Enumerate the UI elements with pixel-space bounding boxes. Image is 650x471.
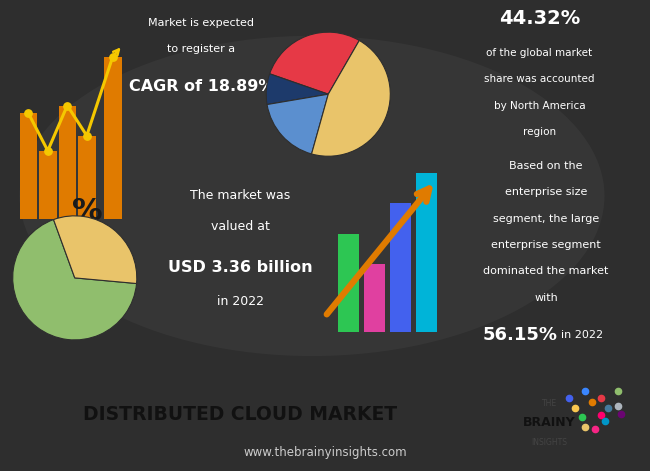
Wedge shape [53, 216, 136, 284]
Text: to register a: to register a [168, 44, 235, 54]
Text: 56.15%: 56.15% [482, 326, 558, 344]
Text: USD 3.36 billion: USD 3.36 billion [168, 260, 313, 275]
Text: CAGR of 18.89%: CAGR of 18.89% [129, 79, 274, 94]
Text: dominated the market: dominated the market [484, 266, 608, 276]
Text: valued at: valued at [211, 219, 270, 233]
Ellipse shape [20, 36, 604, 356]
Bar [20, 113, 37, 219]
Text: Market is expected: Market is expected [148, 17, 255, 28]
Wedge shape [13, 219, 136, 340]
Text: The market was: The market was [190, 189, 291, 203]
Point [82, 132, 92, 139]
Text: by North America: by North America [494, 100, 585, 111]
Bar [390, 203, 411, 332]
Bar [338, 234, 359, 332]
Point [108, 53, 118, 60]
Wedge shape [311, 41, 390, 156]
Text: segment, the large: segment, the large [493, 213, 599, 224]
Wedge shape [270, 32, 359, 94]
Bar [39, 151, 57, 219]
Text: www.thebrainyinsights.com: www.thebrainyinsights.com [243, 446, 407, 459]
Text: THE: THE [541, 398, 557, 408]
Text: INSIGHTS: INSIGHTS [531, 438, 567, 447]
Text: %: % [72, 196, 103, 226]
Point [43, 147, 53, 154]
Text: enterprise size: enterprise size [505, 187, 587, 197]
Text: 44.32%: 44.32% [499, 9, 580, 28]
Wedge shape [267, 94, 328, 154]
Text: share was accounted: share was accounted [484, 74, 595, 84]
Text: in 2022: in 2022 [561, 330, 603, 341]
Text: DISTRIBUTED CLOUD MARKET: DISTRIBUTED CLOUD MARKET [83, 405, 398, 424]
Text: in 2022: in 2022 [217, 295, 264, 308]
Bar [364, 264, 385, 332]
Text: with: with [534, 292, 558, 303]
Text: of the global market: of the global market [486, 48, 593, 58]
Bar [104, 57, 122, 219]
Bar [58, 106, 76, 219]
Point [23, 109, 34, 117]
Text: region: region [523, 127, 556, 137]
Bar [416, 173, 437, 332]
Text: Based on the: Based on the [509, 161, 583, 171]
Point [62, 102, 72, 109]
Text: enterprise segment: enterprise segment [491, 240, 601, 250]
Bar [25, 261, 60, 282]
Bar [78, 136, 96, 219]
Wedge shape [266, 74, 328, 105]
Text: BRAINY: BRAINY [523, 415, 575, 429]
